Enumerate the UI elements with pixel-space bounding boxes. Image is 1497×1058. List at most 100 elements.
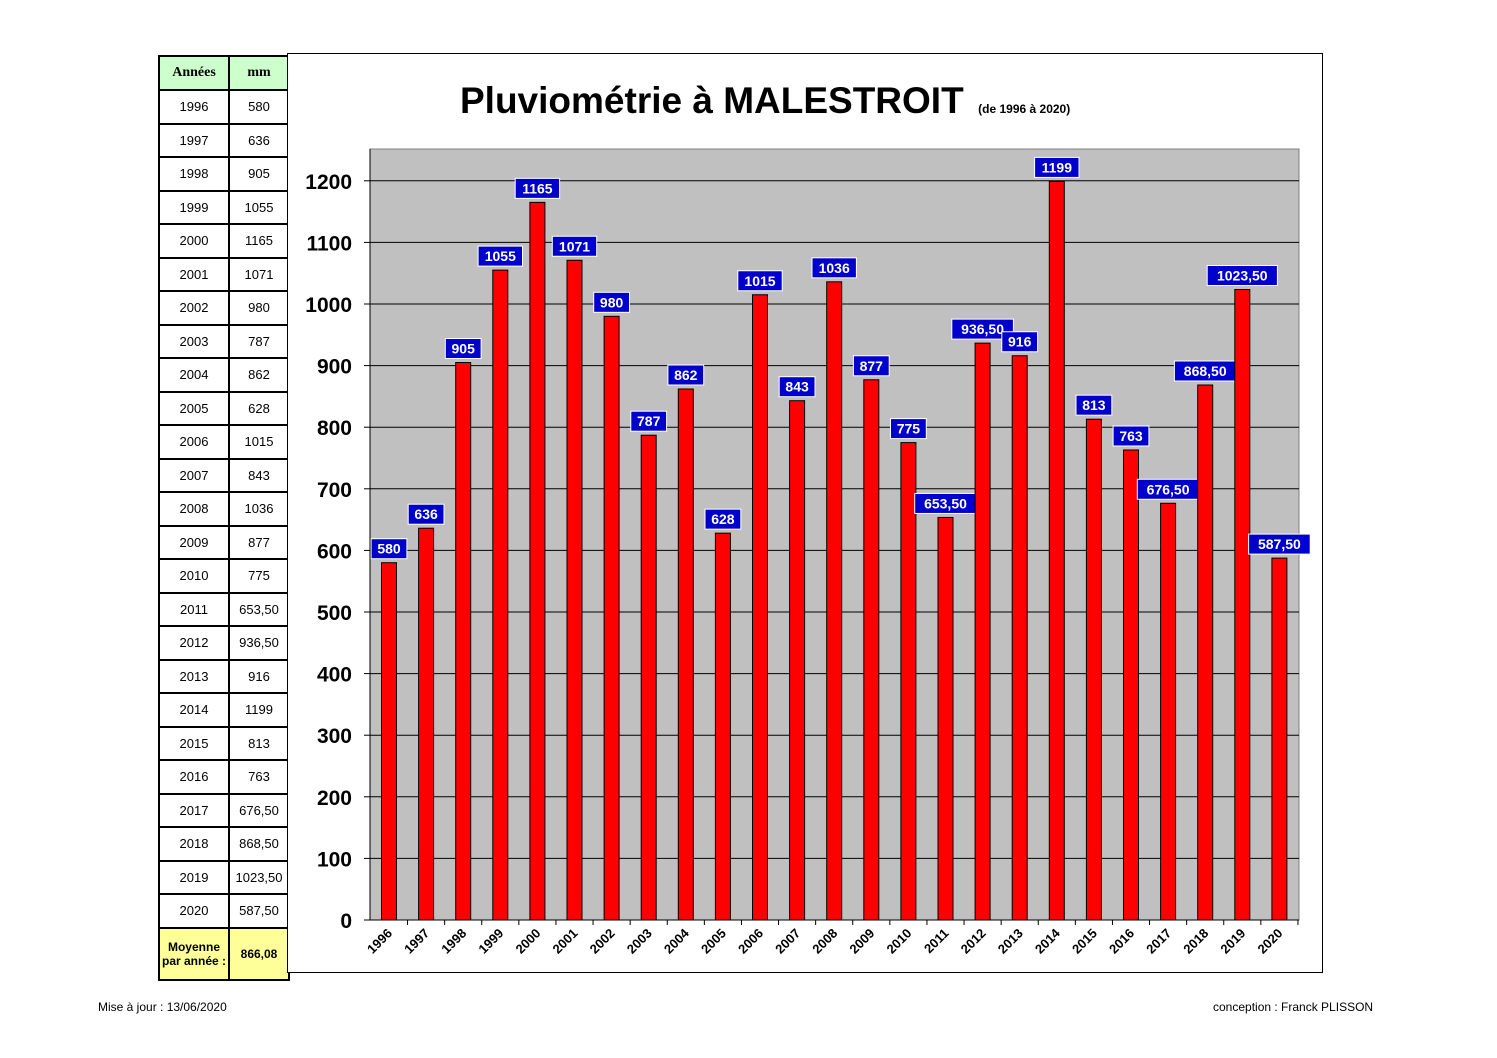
table-cell-year: 2008 <box>158 491 230 527</box>
y-tick-label: 1000 <box>305 294 352 317</box>
table-cell-year: 2020 <box>158 893 230 929</box>
average-label: Moyenne par année : <box>158 926 230 981</box>
table-cell-year: 2006 <box>158 424 230 460</box>
x-tick-label: 1997 <box>401 926 432 957</box>
table-cell-mm: 676,50 <box>228 792 290 828</box>
x-tick-label: 1996 <box>364 926 395 957</box>
table-cell-mm: 1071 <box>228 256 290 292</box>
table-row: 2013 916 <box>158 658 290 694</box>
table-row: 2014 1199 <box>158 692 290 728</box>
table-cell-mm: 1023,50 <box>228 859 290 895</box>
data-label: 1071 <box>559 238 590 254</box>
bar <box>789 400 806 921</box>
data-label: 1015 <box>744 273 775 289</box>
x-tick-label: 2014 <box>1032 925 1064 957</box>
table-cell-year: 1996 <box>158 89 230 125</box>
data-label: 905 <box>452 341 476 357</box>
data-label: 813 <box>1082 397 1106 413</box>
data-label: 868,50 <box>1184 363 1227 379</box>
data-label-box <box>1206 265 1278 287</box>
table-row: 2006 1015 <box>158 424 290 460</box>
data-label-box <box>477 245 524 267</box>
table-row: 2011 653,50 <box>158 591 290 627</box>
y-tick-label: 400 <box>317 664 352 687</box>
table-cell-mm: 980 <box>228 290 290 326</box>
y-tick-label: 500 <box>317 602 352 625</box>
y-tick-label: 200 <box>317 787 352 810</box>
x-tick-label: 2015 <box>1069 926 1100 957</box>
y-tick-label: 0 <box>340 910 352 933</box>
table-cell-year: 2017 <box>158 792 230 828</box>
data-label: 587,50 <box>1258 536 1301 552</box>
bar <box>529 201 546 921</box>
y-tick-label: 700 <box>317 479 352 502</box>
data-label-box <box>630 410 668 432</box>
data-label-box <box>811 257 857 279</box>
bar <box>566 259 583 921</box>
bar <box>455 362 472 921</box>
table-row: 2002 980 <box>158 290 290 326</box>
table-cell-mm: 763 <box>228 759 290 795</box>
table-cell-mm: 862 <box>228 357 290 393</box>
data-label-box <box>737 270 783 292</box>
table-cell-year: 2011 <box>158 591 230 627</box>
credit-text: conception : Franck PLISSON <box>1213 1000 1374 1014</box>
bar <box>1271 557 1288 921</box>
table-cell-year: 2018 <box>158 826 230 862</box>
bar <box>1123 449 1139 921</box>
table-cell-year: 2000 <box>158 223 230 259</box>
average-value: 866,08 <box>228 926 290 981</box>
data-label-box <box>1075 394 1113 416</box>
bar <box>1085 418 1102 921</box>
data-label-box <box>667 364 705 386</box>
table-cell-year: 2003 <box>158 323 230 359</box>
y-tick-label: 1100 <box>306 232 352 255</box>
table-cell-year: 2002 <box>158 290 230 326</box>
bar <box>974 342 991 921</box>
table-cell-mm: 1015 <box>228 424 290 460</box>
data-label-box <box>1034 156 1080 178</box>
bar <box>714 532 731 921</box>
table-row: 1999 1055 <box>158 189 290 225</box>
data-label: 877 <box>860 358 884 374</box>
table-row: 2016 763 <box>158 759 290 795</box>
y-tick-label: 800 <box>317 417 352 440</box>
x-tick-label: 2001 <box>550 926 581 957</box>
table-cell-year: 2016 <box>158 759 230 795</box>
bar <box>937 516 954 921</box>
table-row: 2001 1071 <box>158 256 290 292</box>
table-cell-year: 2005 <box>158 390 230 426</box>
x-tick-label: 2000 <box>512 926 543 957</box>
data-label-box <box>551 235 598 257</box>
table-row: 2007 843 <box>158 457 290 493</box>
y-tick-label: 600 <box>317 540 352 563</box>
data-label: 843 <box>785 379 809 395</box>
data-label: 1036 <box>819 260 850 276</box>
data-label: 916 <box>1008 334 1032 350</box>
bar <box>1197 384 1214 921</box>
data-label: 580 <box>377 541 401 557</box>
table-cell-mm: 587,50 <box>228 893 290 929</box>
rainfall-table: Années mm 1996 580 1997 636 1998 905 1999 1055 2… <box>158 55 290 981</box>
table-cell-year: 2013 <box>158 658 230 694</box>
table-cell-mm: 877 <box>228 524 290 560</box>
bar <box>1048 180 1065 921</box>
table-cell-mm: 636 <box>228 122 290 158</box>
x-tick-label: 2005 <box>698 926 729 957</box>
bar <box>418 527 435 921</box>
chart-title: Pluviométrie à MALESTROIT (de 1996 à 202… <box>460 80 1070 122</box>
table-cell-year: 2015 <box>158 725 230 761</box>
x-tick-label: 2003 <box>624 926 655 957</box>
bar <box>492 269 509 921</box>
table-cell-mm: 905 <box>228 156 290 192</box>
x-tick-label: 2012 <box>958 926 989 957</box>
table-cell-year: 2004 <box>158 357 230 393</box>
chart-subtitle: (de 1996 à 2020) <box>978 102 1071 116</box>
table-cell-mm: 843 <box>228 457 290 493</box>
table-cell-year: 2001 <box>158 256 230 292</box>
data-label-box <box>852 355 890 377</box>
x-tick-label: 2019 <box>1217 926 1248 957</box>
data-label: 636 <box>414 506 438 522</box>
x-tick-label: 2013 <box>995 926 1026 957</box>
table-cell-year: 1997 <box>158 122 230 158</box>
